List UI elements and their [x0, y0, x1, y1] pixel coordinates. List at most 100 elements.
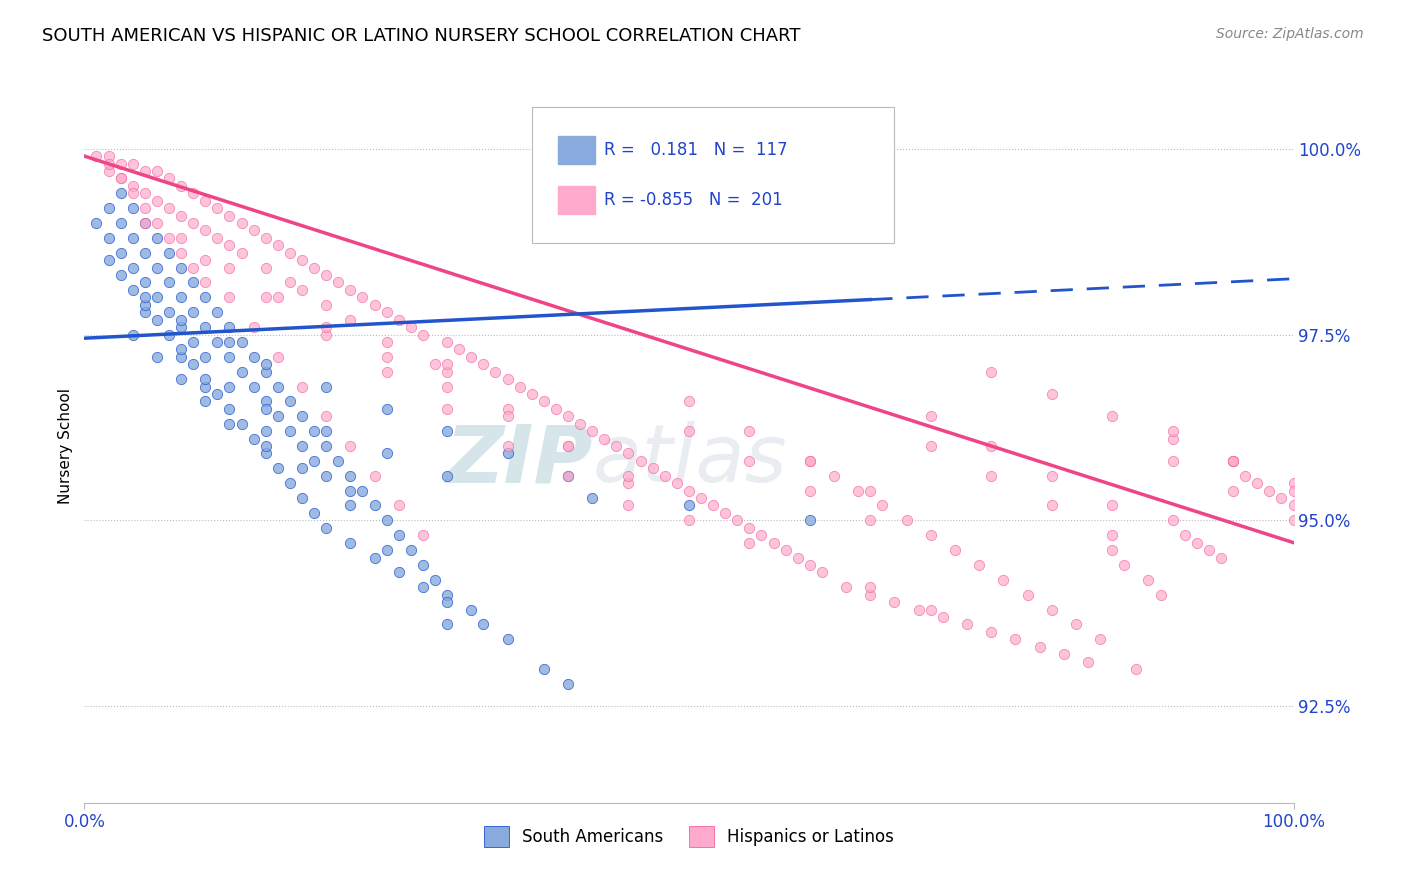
Point	[593, 432, 616, 446]
Point	[460, 602, 482, 616]
Point	[1064, 617, 1087, 632]
Point	[399, 543, 422, 558]
Point	[980, 624, 1002, 639]
Point	[1040, 468, 1063, 483]
Point	[339, 499, 361, 513]
Point	[302, 506, 325, 520]
Point	[1282, 499, 1305, 513]
Point	[630, 454, 652, 468]
Point	[932, 610, 955, 624]
Point	[436, 365, 458, 379]
Point	[97, 156, 120, 170]
Point	[1101, 528, 1123, 542]
Point	[363, 298, 385, 312]
Point	[678, 513, 700, 527]
Point	[1161, 432, 1184, 446]
Point	[302, 424, 325, 438]
Point	[520, 387, 543, 401]
Point	[859, 513, 882, 527]
Point	[302, 260, 325, 275]
Point	[412, 580, 434, 594]
FancyBboxPatch shape	[531, 107, 894, 243]
Point	[496, 372, 519, 386]
Point	[1161, 424, 1184, 438]
Point	[121, 283, 143, 297]
Point	[352, 290, 374, 304]
Point	[581, 424, 603, 438]
Point	[110, 245, 132, 260]
Point	[97, 164, 120, 178]
Point	[544, 401, 567, 416]
Point	[617, 468, 640, 483]
Y-axis label: Nursery School: Nursery School	[58, 388, 73, 504]
Point	[254, 439, 277, 453]
Point	[533, 662, 555, 676]
Point	[1161, 454, 1184, 468]
Point	[231, 334, 253, 349]
Point	[181, 276, 204, 290]
Point	[920, 602, 942, 616]
Point	[315, 268, 337, 282]
Point	[751, 528, 773, 542]
Point	[399, 320, 422, 334]
Point	[799, 513, 821, 527]
Point	[375, 513, 398, 527]
Point	[181, 186, 204, 201]
Point	[170, 372, 193, 386]
Point	[146, 260, 169, 275]
Point	[678, 483, 700, 498]
Point	[641, 461, 664, 475]
Point	[315, 379, 337, 393]
Point	[194, 276, 217, 290]
Point	[146, 231, 169, 245]
Point	[194, 223, 217, 237]
Text: ZIP: ZIP	[444, 421, 592, 500]
Point	[436, 379, 458, 393]
Point	[170, 231, 193, 245]
Point	[1028, 640, 1050, 654]
Point	[375, 401, 398, 416]
Point	[375, 334, 398, 349]
Point	[97, 231, 120, 245]
Point	[254, 394, 277, 409]
Point	[1258, 483, 1281, 498]
Point	[472, 357, 495, 371]
Point	[231, 216, 253, 230]
Point	[1222, 454, 1244, 468]
Point	[315, 521, 337, 535]
Point	[1174, 528, 1197, 542]
Point	[388, 566, 411, 580]
Point	[436, 334, 458, 349]
Point	[157, 305, 180, 319]
Point	[291, 439, 314, 453]
Point	[617, 476, 640, 491]
Point	[146, 216, 169, 230]
Point	[1088, 632, 1111, 647]
Point	[412, 528, 434, 542]
Point	[678, 499, 700, 513]
Point	[569, 417, 592, 431]
Point	[315, 468, 337, 483]
Point	[533, 394, 555, 409]
Point	[883, 595, 905, 609]
Point	[254, 365, 277, 379]
Legend: South Americans, Hispanics or Latinos: South Americans, Hispanics or Latinos	[475, 818, 903, 855]
Point	[484, 365, 506, 379]
Point	[194, 320, 217, 334]
Text: atlas: atlas	[592, 421, 787, 500]
Point	[181, 305, 204, 319]
Point	[194, 379, 217, 393]
Point	[134, 201, 156, 215]
Point	[1053, 647, 1076, 661]
Point	[1222, 483, 1244, 498]
Point	[557, 677, 579, 691]
Point	[339, 468, 361, 483]
Point	[134, 245, 156, 260]
Point	[134, 164, 156, 178]
Point	[1040, 499, 1063, 513]
Point	[207, 387, 229, 401]
Point	[194, 253, 217, 268]
Point	[509, 379, 531, 393]
Point	[134, 305, 156, 319]
Point	[375, 543, 398, 558]
